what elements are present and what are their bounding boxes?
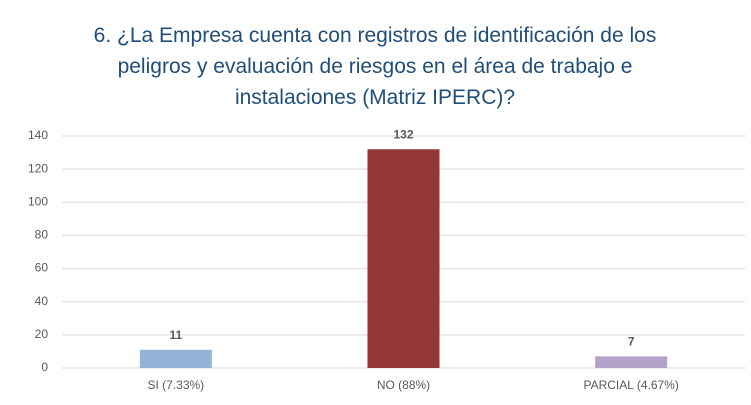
y-tick-label: 40: [35, 294, 49, 308]
y-tick-label: 120: [28, 161, 48, 175]
data-label: 7: [628, 335, 635, 349]
y-tick-label: 0: [41, 360, 48, 374]
y-tick-label: 20: [35, 327, 49, 341]
x-tick-label: NO (88%): [377, 378, 430, 392]
y-tick-label: 60: [35, 261, 49, 275]
bar: [139, 349, 212, 368]
y-tick-label: 140: [28, 128, 48, 142]
x-tick-label: PARCIAL (4.67%): [583, 378, 678, 392]
bar: [367, 149, 440, 368]
chart-title: 6. ¿La Empresa cuenta con registros de i…: [93, 24, 657, 109]
data-label: 11: [169, 328, 182, 342]
y-tick-label: 80: [35, 228, 49, 242]
data-label: 132: [393, 127, 413, 141]
bar: [595, 356, 668, 368]
y-tick-label: 100: [28, 194, 48, 208]
x-tick-label: SI (7.33%): [147, 378, 204, 392]
